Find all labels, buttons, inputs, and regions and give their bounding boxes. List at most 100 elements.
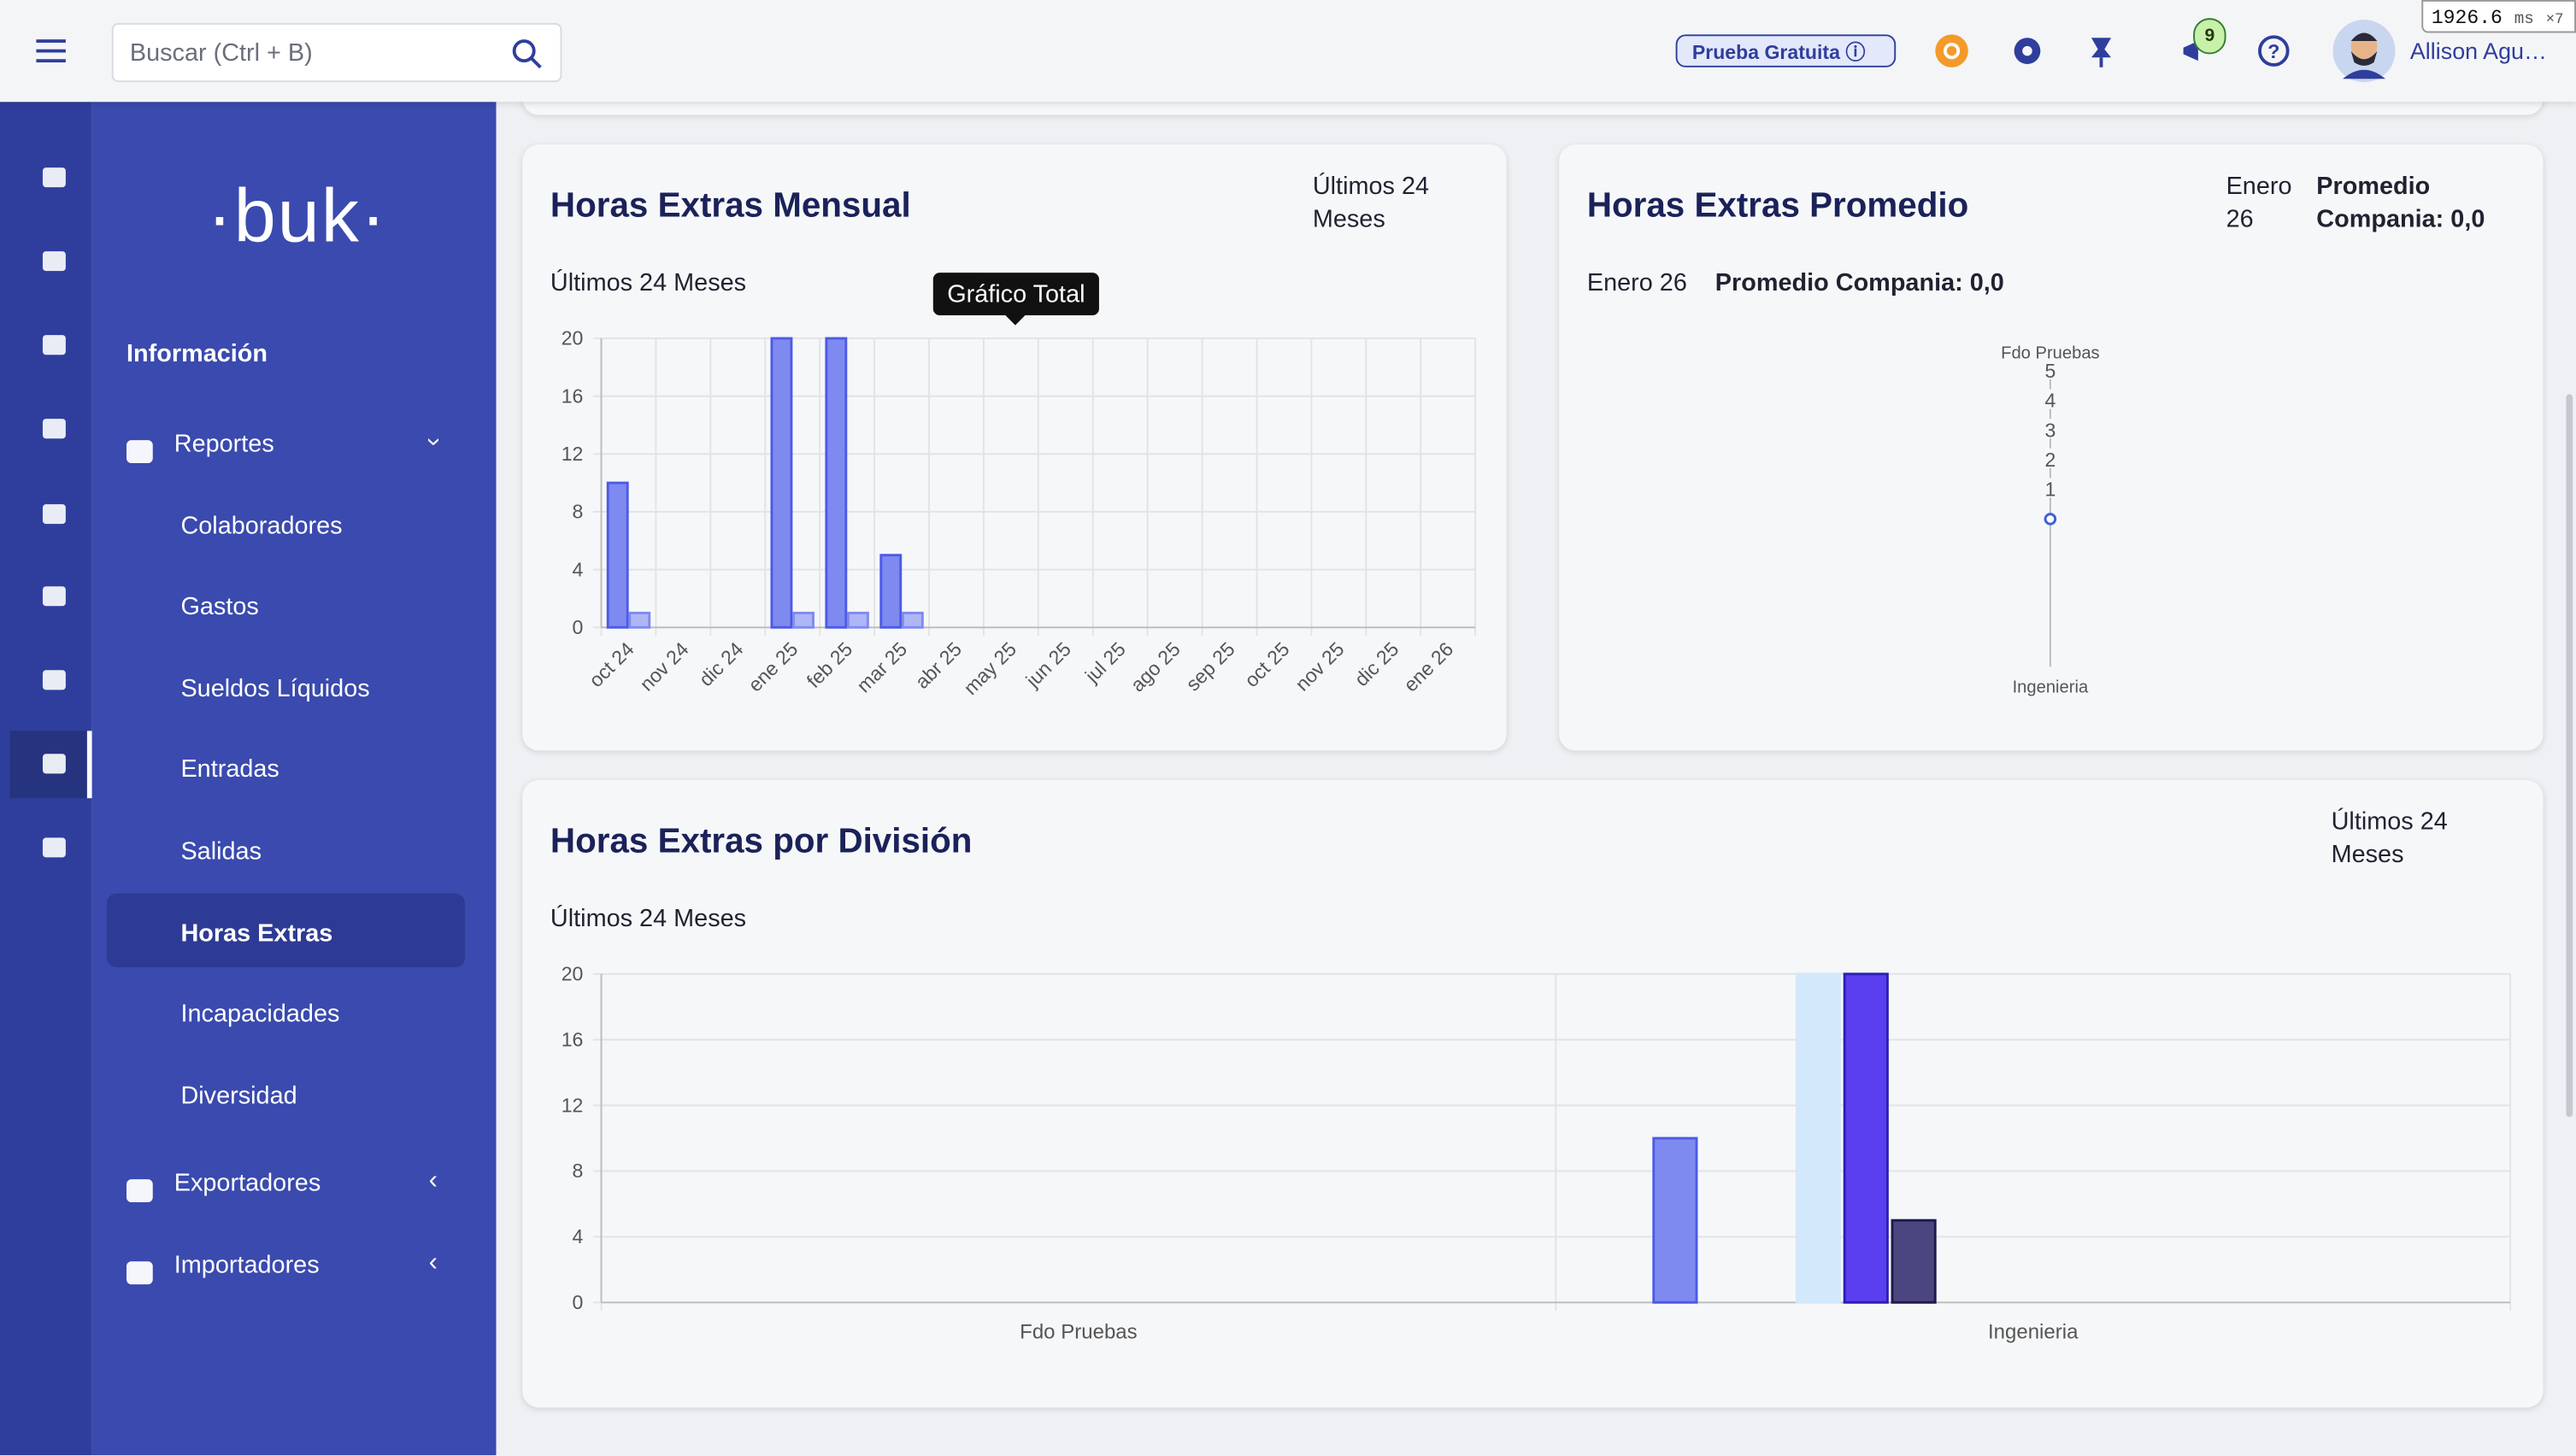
bar xyxy=(1652,1136,1698,1304)
card-title: Horas Extras Promedio xyxy=(1586,187,1969,226)
y-tick-label: 16 xyxy=(562,385,584,407)
menu-item[interactable]: Colaboradores xyxy=(180,511,343,540)
r-tick-label: 1 xyxy=(2044,478,2056,501)
menu-item[interactable]: Gastos xyxy=(180,593,259,621)
rail-icon[interactable] xyxy=(39,833,69,863)
y-tick-label: 4 xyxy=(573,558,584,580)
x-tick-label: ene 25 xyxy=(744,637,802,696)
pin-icon[interactable] xyxy=(2081,32,2120,71)
tick-label-bg xyxy=(2042,359,2059,380)
x-tick-label: Fdo Pruebas xyxy=(1020,1321,1138,1344)
rail-icon[interactable] xyxy=(39,162,69,192)
card-title: Horas Extras por División xyxy=(550,823,973,861)
search-box[interactable]: Buscar (Ctrl + B) xyxy=(111,22,562,83)
x-tick-label: nov 24 xyxy=(635,637,692,695)
menu-group[interactable]: Importadores xyxy=(173,1251,320,1279)
logo[interactable]: ·buk· xyxy=(207,172,388,258)
integration-icon[interactable] xyxy=(1932,32,1971,71)
rail-icon[interactable] xyxy=(39,499,69,529)
help-icon[interactable]: ? xyxy=(2254,32,2293,71)
tooltip-box xyxy=(932,273,1099,316)
chart-card: Horas Extras Mensual Últimos 24 Meses Úl… xyxy=(522,144,1507,751)
card-summary-inline: Promedio Compania: 0,0 xyxy=(1714,269,2004,297)
card-summary: Promedio Compania: 0,0 xyxy=(2316,172,2485,233)
perf-count: ×7 xyxy=(2545,11,2564,28)
category-label: Ingenieria xyxy=(2013,678,2089,697)
bar xyxy=(792,611,815,629)
menu-item[interactable]: Diversidad xyxy=(180,1082,297,1110)
tooltip-text: Gráfico Total xyxy=(947,281,1085,308)
tick-label-bg xyxy=(2042,478,2059,498)
section-title: Información xyxy=(126,339,268,368)
trial-label: Prueba Gratuita xyxy=(1691,41,1840,64)
card-period: Últimos 24 Meses xyxy=(1312,172,1430,233)
bar xyxy=(1891,1218,1937,1304)
rail-icon[interactable] xyxy=(39,246,69,276)
bar xyxy=(1843,972,1889,1304)
x-tick-label: nov 25 xyxy=(1291,637,1348,695)
card-subtitle: Últimos 24 Meses xyxy=(550,269,747,297)
scrollbar[interactable] xyxy=(2566,394,2573,1118)
rail-icon[interactable] xyxy=(39,581,69,611)
x-tick-label: mar 25 xyxy=(852,637,911,696)
card-subtitle: Últimos 24 Meses xyxy=(550,905,747,933)
x-tick-label: sep 25 xyxy=(1181,637,1238,695)
trial-button[interactable]: Prueba Gratuita ⓘ xyxy=(1675,34,1897,68)
avatar[interactable] xyxy=(2332,18,2397,84)
notification-badge: 9 xyxy=(2193,18,2226,55)
y-tick-label: 4 xyxy=(573,1225,584,1248)
x-tick-label: abr 25 xyxy=(911,637,967,693)
menu-item[interactable]: Horas Extras xyxy=(180,919,333,948)
r-tick-label: 3 xyxy=(2044,419,2056,441)
bar xyxy=(606,481,629,629)
perf-value: 1926.6 xyxy=(2431,6,2502,30)
y-tick-label: 8 xyxy=(573,501,584,523)
x-tick-label: dic 25 xyxy=(1350,637,1403,690)
tick-label-bg xyxy=(2042,389,2059,409)
radar-point xyxy=(2044,513,2057,525)
menu-item[interactable]: Salidas xyxy=(180,837,262,866)
y-tick-label: 20 xyxy=(562,327,584,349)
menu-item[interactable]: Incapacidades xyxy=(180,1000,340,1029)
y-tick-label: 0 xyxy=(573,1291,584,1313)
perf-unit: ms xyxy=(2514,11,2534,30)
rail-icon[interactable] xyxy=(39,414,69,443)
x-tick-label: jun 25 xyxy=(1021,637,1075,691)
announcement-icon[interactable] xyxy=(2179,32,2218,71)
y-tick-label: 8 xyxy=(573,1160,584,1182)
x-tick-label: ago 25 xyxy=(1126,637,1185,696)
x-tick-label: feb 25 xyxy=(803,637,857,692)
menu-button[interactable] xyxy=(36,36,72,66)
r-tick-label: 2 xyxy=(2044,449,2056,471)
bar xyxy=(879,554,903,629)
rail-icon[interactable] xyxy=(39,749,69,779)
x-tick-label: jul 25 xyxy=(1080,637,1130,687)
bar xyxy=(825,337,848,629)
x-tick-label: oct 25 xyxy=(1240,637,1294,691)
y-tick-label: 12 xyxy=(562,1094,584,1116)
menu-group[interactable]: Reportes xyxy=(173,430,274,459)
side-panel: ·buk· Información Reportes › Colaboradores… xyxy=(91,102,497,1456)
r-tick-label: 4 xyxy=(2044,390,2056,412)
menu-group-icon xyxy=(126,1260,153,1284)
tick-label-bg xyxy=(2042,419,2059,439)
y-tick-label: 12 xyxy=(562,443,584,465)
top-bar: Buscar (Ctrl + B) Prueba Gratuita ⓘ 9 ? … xyxy=(0,0,2576,103)
tooltip-arrow xyxy=(1005,315,1026,326)
x-tick-label: ene 26 xyxy=(1399,637,1457,696)
menu-group[interactable]: Exportadores xyxy=(173,1170,321,1198)
active-item-bg xyxy=(106,893,465,968)
rail-icon[interactable] xyxy=(39,330,69,360)
bar xyxy=(1795,972,1842,1304)
bar xyxy=(901,611,924,629)
card-period: Últimos 24 Meses xyxy=(2331,807,2448,869)
menu-item[interactable]: Sueldos Líquidos xyxy=(180,674,370,703)
perf-meter: 1926.6 ms ×7 xyxy=(2421,0,2576,33)
menu-group-icon xyxy=(126,440,153,464)
y-tick-label: 0 xyxy=(573,616,584,638)
user-name[interactable]: Allison Agu… xyxy=(2409,38,2547,64)
rail-icon[interactable] xyxy=(39,665,69,695)
settings-icon[interactable] xyxy=(2008,32,2047,71)
menu-item[interactable]: Entradas xyxy=(180,755,279,784)
